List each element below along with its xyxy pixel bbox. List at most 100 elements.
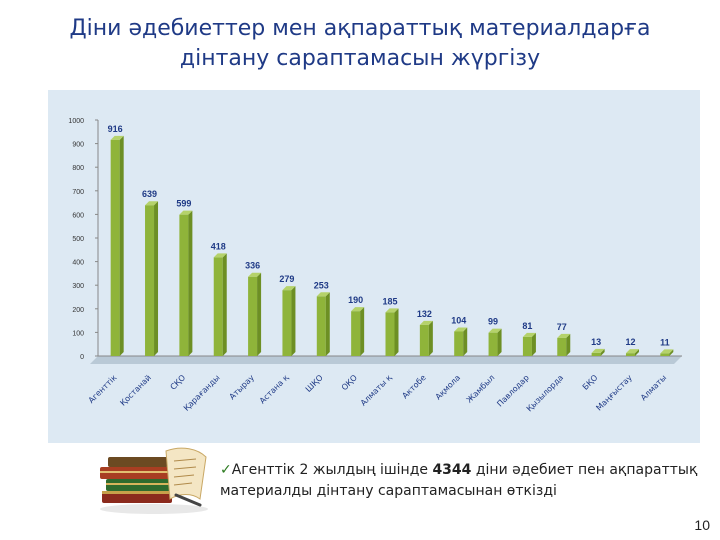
data-label: 132 <box>417 309 432 319</box>
x-tick-label: Агенттік <box>87 373 119 405</box>
x-tick-label: Ақмола <box>434 373 463 402</box>
y-tick-label: 0 <box>80 354 84 361</box>
data-label: 185 <box>382 296 397 306</box>
y-tick-label: 600 <box>72 212 84 219</box>
bar <box>591 352 601 356</box>
data-label: 81 <box>522 321 532 331</box>
bar <box>213 257 223 356</box>
y-tick-label: 300 <box>72 283 84 290</box>
y-tick-label: 400 <box>72 260 84 267</box>
y-tick-label: 700 <box>72 189 84 196</box>
data-label: 599 <box>176 199 191 209</box>
bar-side <box>566 333 571 356</box>
data-label: 279 <box>279 274 294 284</box>
bar-top <box>385 308 399 313</box>
data-label: 11 <box>660 337 670 347</box>
bar-top <box>351 307 365 312</box>
x-tick-label: Қарағанды <box>182 373 222 413</box>
bar-top <box>213 253 227 258</box>
bar-top <box>179 210 193 215</box>
data-label: 253 <box>314 280 329 290</box>
checkmark-icon: ✓ <box>220 462 232 478</box>
bar-side <box>257 272 262 356</box>
bar-top <box>248 272 262 277</box>
page-number: 10 <box>694 517 710 533</box>
x-tick-label: Алматы қ <box>359 373 394 408</box>
y-tick-label: 100 <box>72 330 84 337</box>
bar <box>454 331 464 356</box>
bar <box>145 205 155 356</box>
bar-side <box>463 327 468 356</box>
note-total: 4344 <box>432 462 472 478</box>
x-tick-label: Павлодар <box>495 373 530 408</box>
bar-chart-canvas: 0 100 200 300 400 500 600 700 800 900 1000 916 Агент… <box>68 118 682 413</box>
bar-top <box>557 333 571 338</box>
y-tick-label: 200 <box>72 307 84 314</box>
data-label: 13 <box>591 337 601 347</box>
bar-top <box>316 292 330 297</box>
bar <box>488 332 498 356</box>
x-tick-label: Астана қ <box>258 373 291 406</box>
x-tick-label: БҚО <box>581 373 600 392</box>
x-tick-label: Жамбыл <box>465 373 497 405</box>
bar-top <box>488 328 502 333</box>
bar-top <box>591 348 605 353</box>
data-label: 336 <box>245 261 260 271</box>
title-line-1: Діни әдебиеттер мен ақпараттық материалд… <box>69 16 651 41</box>
bar <box>660 353 670 356</box>
bar-side <box>325 292 330 356</box>
bar-side <box>497 328 502 356</box>
bar-top <box>145 201 159 206</box>
bar-top <box>282 286 296 291</box>
bar-side <box>360 307 365 356</box>
y-tick-label: 500 <box>72 236 84 243</box>
data-label: 104 <box>451 315 466 325</box>
bar-top <box>419 320 433 325</box>
books-scroll-image <box>96 443 216 515</box>
bar <box>557 337 567 356</box>
x-tick-label: Атырау <box>228 373 257 402</box>
bar-chart: 0 100 200 300 400 500 600 700 800 900 1000 916 Агент… <box>48 90 700 443</box>
x-tick-label: Қостанай <box>118 373 153 408</box>
note-suffix: діни әдебиет пен ақпараттық материалды д… <box>220 462 698 499</box>
bar <box>248 276 258 356</box>
bar-top <box>625 349 639 354</box>
bar <box>179 214 189 356</box>
bar <box>625 353 635 356</box>
bar <box>316 296 326 356</box>
bar-side <box>291 286 296 356</box>
slide-title: Діни әдебиеттер мен ақпараттық материалд… <box>40 14 680 74</box>
chart-floor <box>90 356 682 364</box>
data-label: 916 <box>108 124 123 134</box>
bar-side <box>669 349 674 356</box>
bar <box>282 290 292 356</box>
bar-top <box>454 327 468 332</box>
bar-side <box>119 135 124 356</box>
bar-top <box>110 135 124 140</box>
note-prefix: Агенттік 2 жылдың ішінде <box>231 462 433 478</box>
bar-top <box>660 349 674 354</box>
bar-side <box>634 349 639 356</box>
y-tick-label: 800 <box>72 165 84 172</box>
data-label: 418 <box>211 241 226 251</box>
x-tick-label: ШҚО <box>304 373 325 394</box>
x-tick-label: Актобе <box>400 373 427 400</box>
y-tick-label: 1000 <box>68 118 84 125</box>
bar-side <box>222 253 227 356</box>
bar-side <box>154 201 159 356</box>
data-label: 99 <box>488 317 498 327</box>
bar-side <box>394 308 399 356</box>
bar-side <box>600 348 605 356</box>
summary-note: ✓Агенттік 2 жылдың ішінде 4344 діни әдеб… <box>220 460 700 502</box>
bar <box>522 336 532 356</box>
data-label: 190 <box>348 295 363 305</box>
bar <box>385 312 395 356</box>
bar-side <box>188 210 193 356</box>
bar <box>110 139 120 356</box>
data-label: 77 <box>557 322 567 332</box>
data-label: 12 <box>625 337 635 347</box>
bar-top <box>522 332 536 337</box>
x-tick-label: ОҚО <box>340 373 359 392</box>
bar-side <box>428 320 433 356</box>
y-tick-label: 900 <box>72 142 84 149</box>
